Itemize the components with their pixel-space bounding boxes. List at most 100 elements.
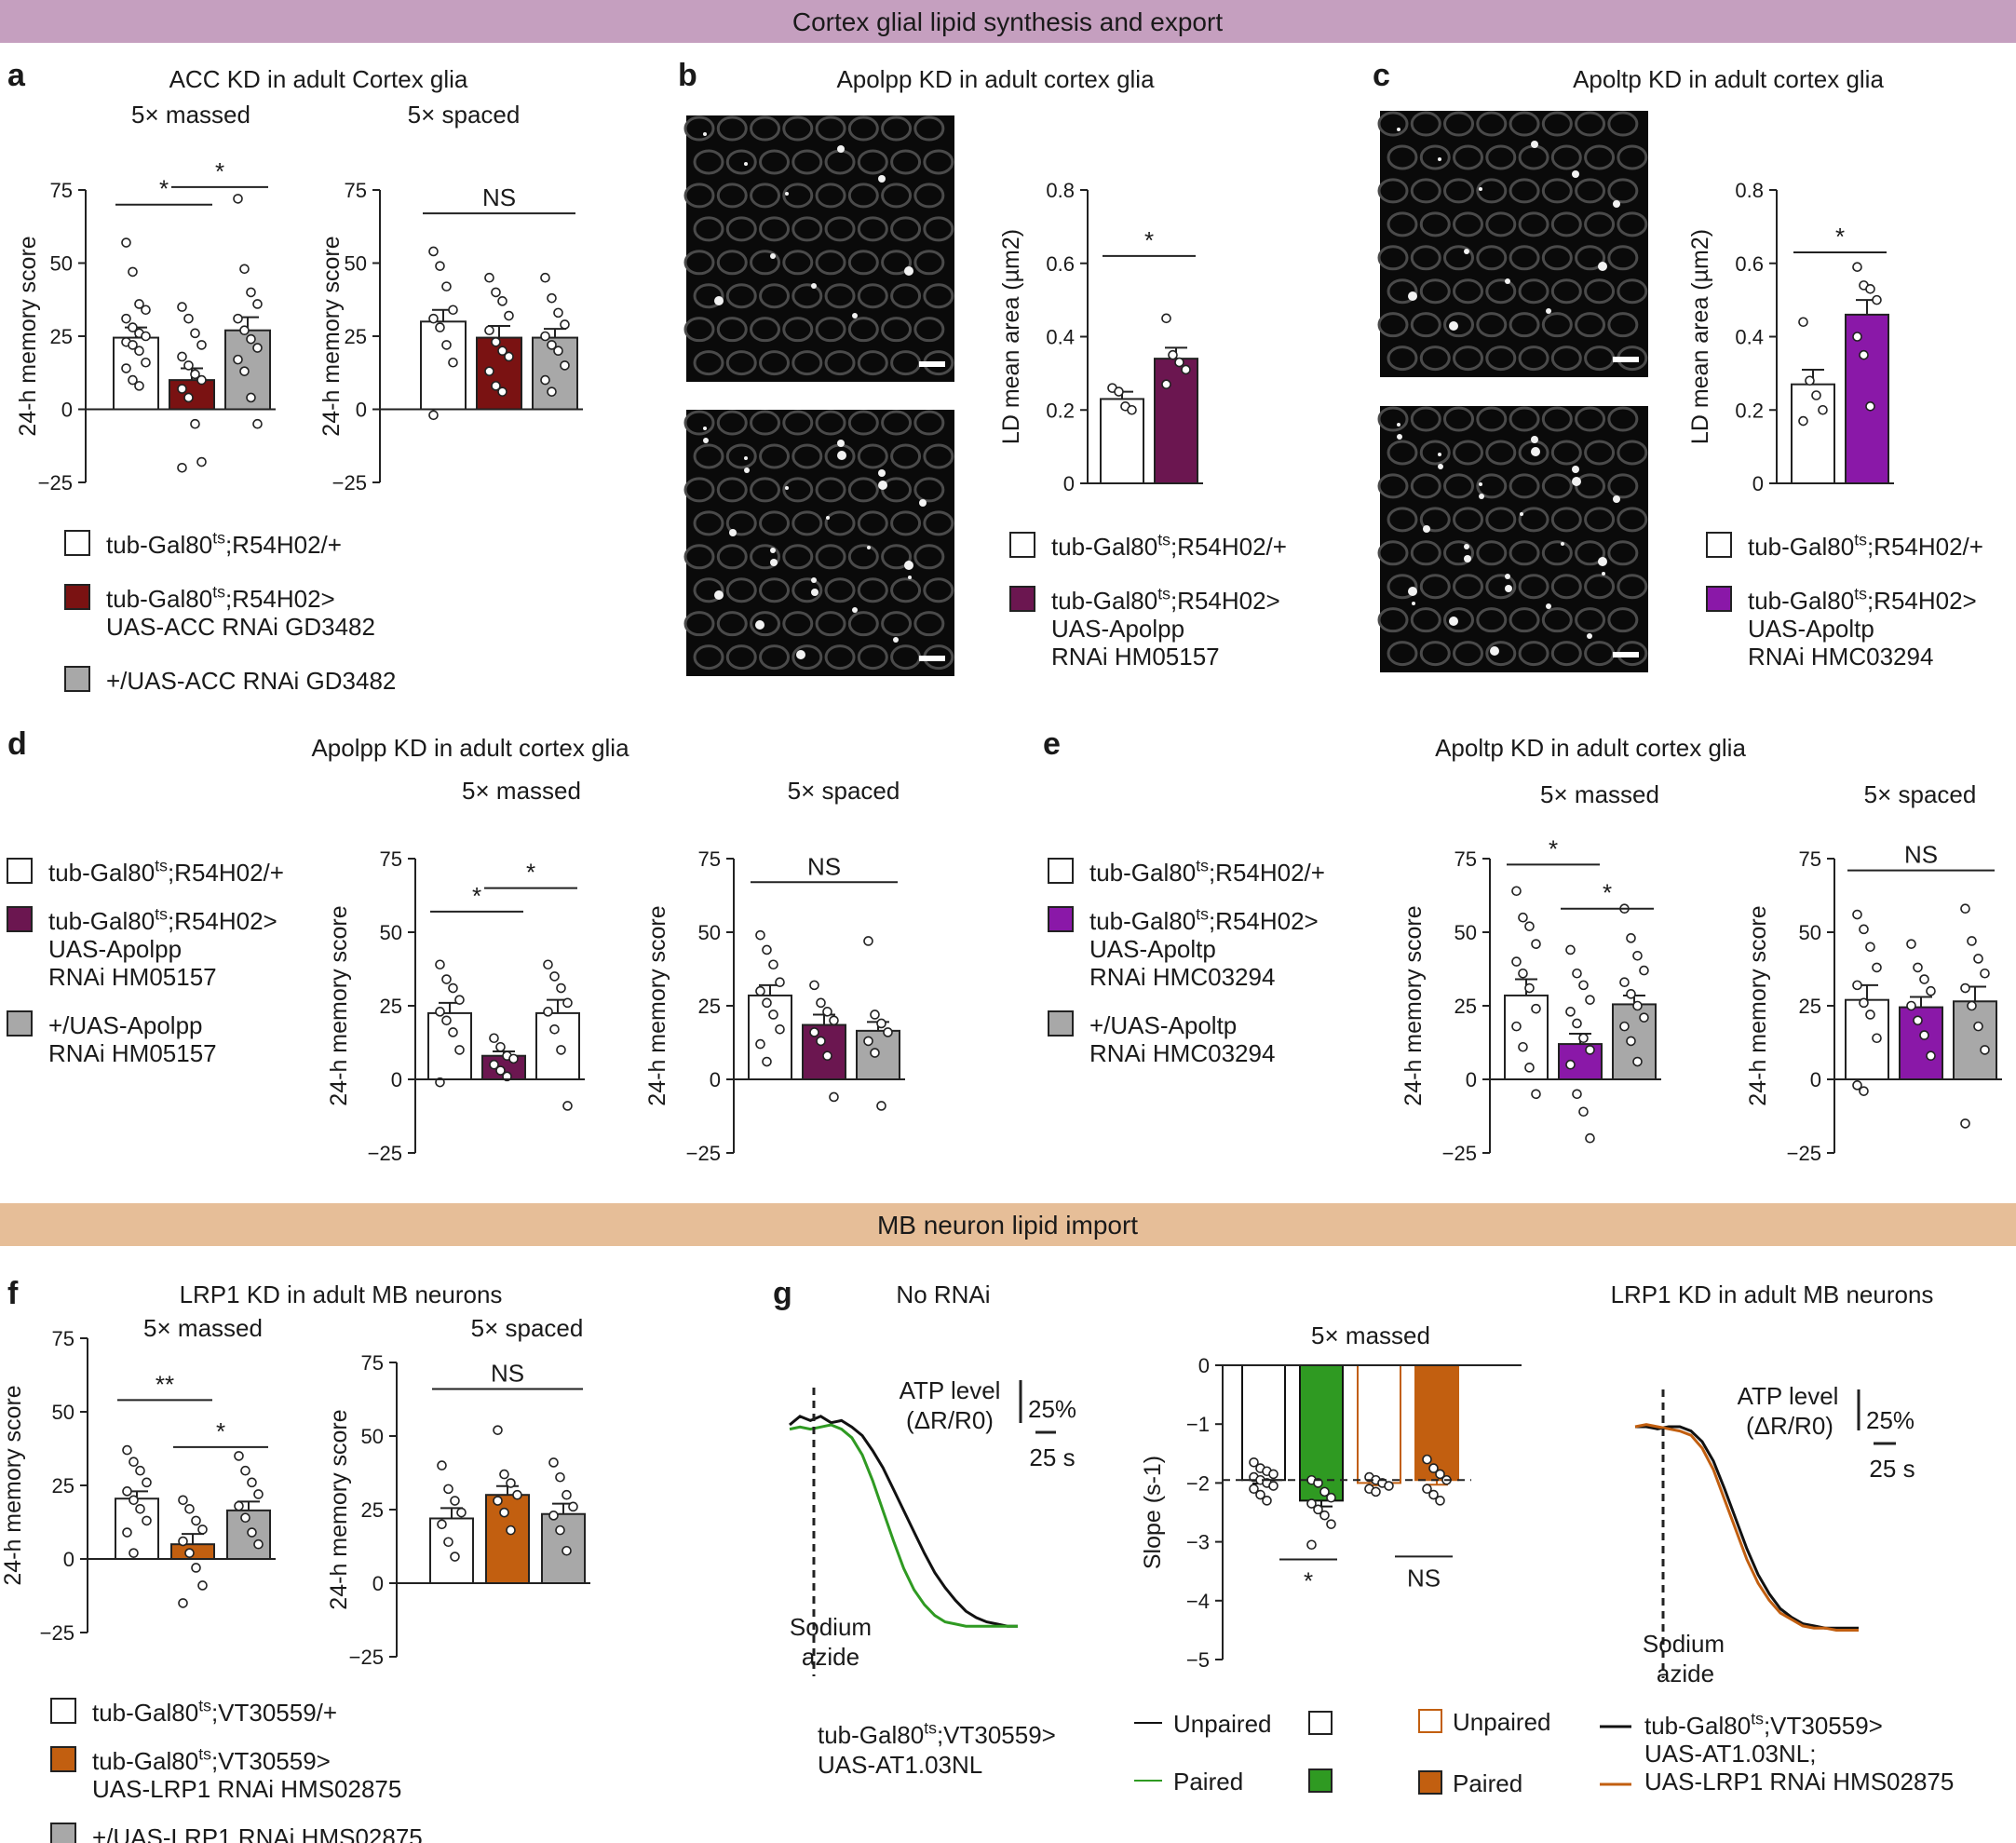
cell-outline xyxy=(716,477,748,503)
chart-d-spaced: 5× spaced −25 0 25 50 75 24-h memory score NS xyxy=(644,777,905,1165)
data-point xyxy=(1919,1030,1929,1040)
data-point xyxy=(489,1033,499,1044)
lipid-droplet xyxy=(729,529,737,536)
data-point xyxy=(190,369,200,380)
data-point xyxy=(1565,1007,1576,1017)
data-point xyxy=(548,1511,559,1521)
lipid-droplet xyxy=(1397,128,1400,131)
lipid-droplet xyxy=(837,451,846,460)
scale-bar xyxy=(1613,357,1639,362)
data-point xyxy=(497,346,507,357)
cell-outline xyxy=(1575,312,1606,338)
lipid-droplet xyxy=(837,440,845,447)
lipid-droplet xyxy=(1546,308,1551,314)
cell-outline xyxy=(1584,440,1616,466)
cell-outline xyxy=(1443,540,1475,566)
lipid-droplet xyxy=(785,486,789,490)
data-point xyxy=(448,305,458,316)
data-point xyxy=(240,1512,250,1524)
legend-swatch xyxy=(64,584,90,610)
cell-outline xyxy=(857,644,888,671)
lipid-droplet xyxy=(744,456,748,460)
chart-b-ld: 0 0.2 0.4 0.6 0.8 LD mean area (µm2) * xyxy=(998,179,1203,495)
lipid-droplet xyxy=(1449,617,1458,626)
data-point xyxy=(1798,415,1808,427)
cell-outline xyxy=(759,577,791,603)
cell-outline xyxy=(913,544,945,570)
data-point xyxy=(121,363,131,373)
cell-outline xyxy=(1541,607,1573,633)
y-tick-label: −4 xyxy=(1186,1590,1210,1613)
data-point xyxy=(1578,980,1589,991)
data-point xyxy=(1960,1118,1970,1129)
cell-outline xyxy=(1541,406,1573,432)
y-tick-label: 75 xyxy=(380,847,402,871)
data-point xyxy=(183,392,194,403)
data-point xyxy=(549,1023,560,1035)
lipid-droplet xyxy=(1572,477,1581,486)
lipid-droplet xyxy=(878,469,886,477)
cell-outline xyxy=(759,644,791,671)
cell-outline xyxy=(759,510,791,536)
cell-outline xyxy=(1453,346,1484,372)
cell-outline xyxy=(1584,144,1616,170)
data-point xyxy=(196,456,207,468)
lipid-droplet xyxy=(1449,321,1458,331)
data-point xyxy=(1865,284,1875,294)
cell-outline xyxy=(1584,211,1616,237)
cell-outline xyxy=(890,283,922,309)
y-tick-label: 75 xyxy=(361,1351,384,1375)
data-point xyxy=(1531,939,1541,949)
chart-f-spaced: 5× spaced −25 0 25 50 75 24-h memory score NS xyxy=(326,1314,590,1669)
lipid-droplet xyxy=(852,313,858,318)
data-point xyxy=(1585,1132,1595,1144)
cell-outline xyxy=(782,477,814,503)
chart-title: 5× spaced xyxy=(788,777,900,805)
y-tick-label: 25 xyxy=(345,325,367,348)
cell-outline xyxy=(792,577,823,603)
y-tick-label: 0 xyxy=(356,399,367,422)
panel-f-title: LRP1 KD in adult MB neurons xyxy=(180,1281,503,1308)
cell-outline xyxy=(716,544,748,570)
cell-outline xyxy=(1453,278,1484,305)
data-point xyxy=(443,1484,453,1495)
cell-outline xyxy=(1443,245,1475,271)
cell-outline xyxy=(1518,641,1549,667)
cell-outline xyxy=(782,544,814,570)
panel-letter-f: f xyxy=(7,1276,19,1311)
y-tick-label: −25 xyxy=(349,1646,384,1669)
legend-label: tub-Gal80ts;R54H02> xyxy=(1051,585,1280,615)
data-point xyxy=(240,1465,250,1476)
cell-outline xyxy=(1575,540,1606,566)
data-point xyxy=(1518,968,1528,979)
cell-outline xyxy=(1476,312,1508,338)
data-point xyxy=(504,351,514,362)
lipid-droplet xyxy=(770,548,776,553)
data-point xyxy=(454,1045,465,1055)
cell-outline xyxy=(1443,607,1475,633)
cell-outline xyxy=(1518,574,1549,600)
data-point xyxy=(1980,968,1990,979)
data-point xyxy=(197,1580,208,1591)
cell-outline xyxy=(1607,540,1639,566)
cell-outline xyxy=(792,443,823,469)
cell-outline xyxy=(683,115,715,142)
cell-outline xyxy=(693,443,724,469)
data-point xyxy=(1906,939,1916,949)
scale-bar-y-label: 25% xyxy=(1866,1406,1915,1434)
data-point xyxy=(1435,1469,1445,1480)
cell-outline xyxy=(1377,473,1409,499)
cell-outline xyxy=(1387,278,1418,305)
cell-outline xyxy=(1617,574,1648,600)
cell-outline xyxy=(1476,245,1508,271)
y-tick-label: 0 xyxy=(1752,472,1764,495)
cell-outline xyxy=(683,317,715,343)
cell-outline xyxy=(716,250,748,276)
cell-outline xyxy=(1476,607,1508,633)
data-point xyxy=(196,374,207,386)
data-point xyxy=(428,313,439,324)
data-point xyxy=(1798,317,1808,328)
cell-outline xyxy=(716,115,748,142)
data-point xyxy=(448,1027,458,1037)
data-point xyxy=(822,1007,832,1017)
